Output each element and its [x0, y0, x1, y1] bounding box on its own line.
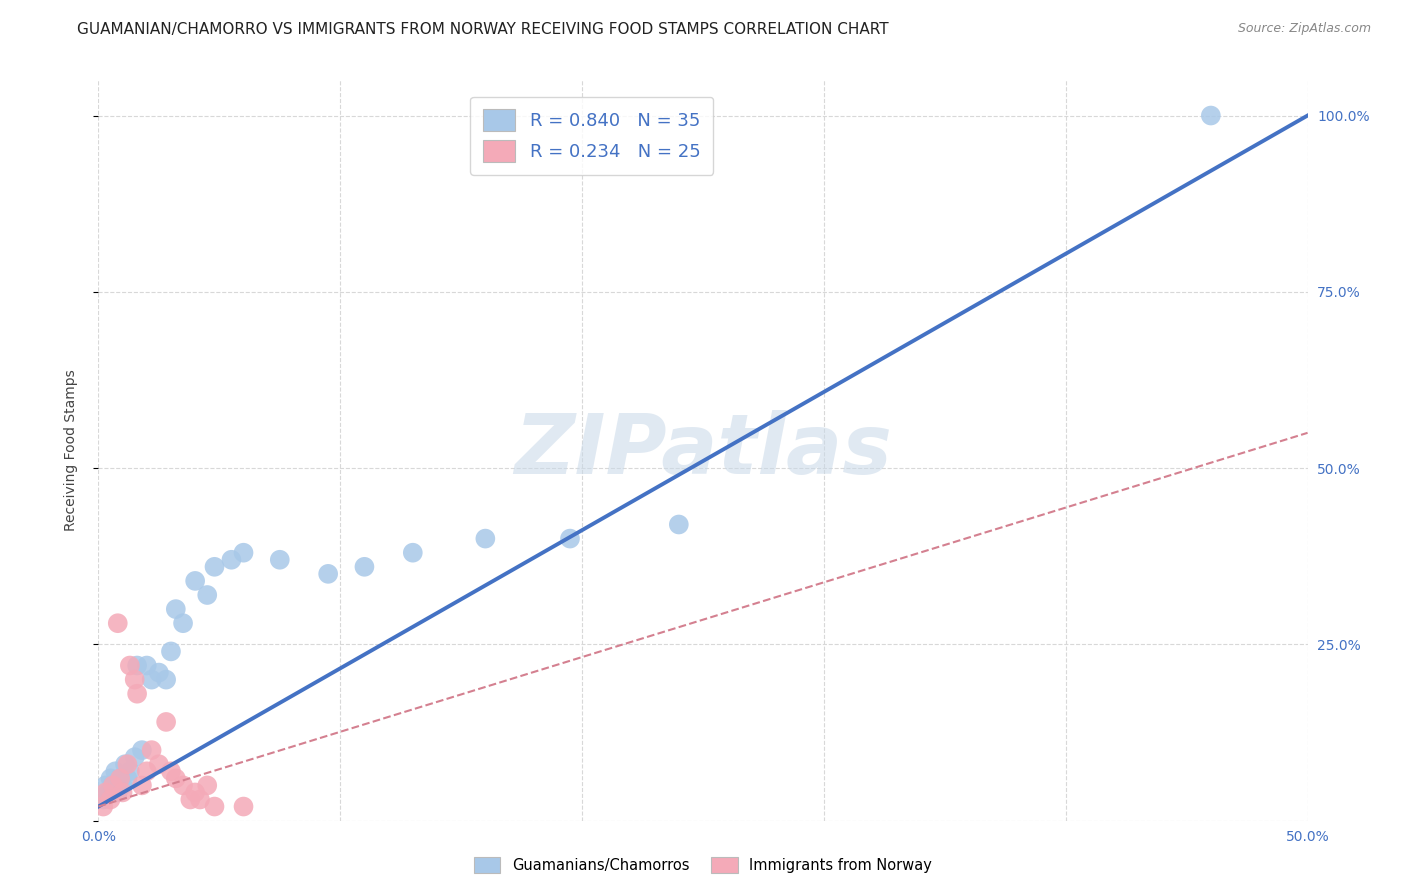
- Point: [108, 772, 131, 786]
- Point: [172, 616, 194, 631]
- Point: [91, 799, 114, 814]
- Point: [232, 546, 254, 560]
- Point: [135, 764, 157, 779]
- Y-axis label: Receiving Food Stamps: Receiving Food Stamps: [63, 369, 77, 532]
- Point: [204, 799, 226, 814]
- Point: [118, 658, 141, 673]
- Legend: R = 0.840   N = 35, R = 0.234   N = 25: R = 0.840 N = 35, R = 0.234 N = 25: [470, 96, 713, 175]
- Text: GUAMANIAN/CHAMORRO VS IMMIGRANTS FROM NORWAY RECEIVING FOOD STAMPS CORRELATION C: GUAMANIAN/CHAMORRO VS IMMIGRANTS FROM NO…: [77, 22, 889, 37]
- Point: [141, 743, 163, 757]
- Point: [195, 588, 218, 602]
- Point: [165, 772, 187, 786]
- Point: [100, 792, 122, 806]
- Point: [184, 785, 207, 799]
- Point: [160, 644, 183, 658]
- Legend: Guamanians/Chamorros, Immigrants from Norway: Guamanians/Chamorros, Immigrants from No…: [467, 850, 939, 880]
- Point: [172, 778, 194, 792]
- Point: [97, 785, 120, 799]
- Point: [131, 743, 153, 757]
- Point: [127, 658, 149, 673]
- Point: [353, 559, 375, 574]
- Point: [101, 778, 124, 792]
- Point: [402, 546, 425, 560]
- Point: [160, 764, 183, 779]
- Point: [155, 673, 177, 687]
- Point: [118, 764, 141, 779]
- Point: [558, 532, 581, 546]
- Point: [165, 602, 187, 616]
- Point: [107, 785, 129, 799]
- Text: Source: ZipAtlas.com: Source: ZipAtlas.com: [1237, 22, 1371, 36]
- Point: [135, 658, 157, 673]
- Point: [232, 799, 254, 814]
- Point: [184, 574, 207, 588]
- Point: [107, 616, 129, 631]
- Text: ZIPatlas: ZIPatlas: [515, 410, 891, 491]
- Point: [148, 665, 170, 680]
- Point: [117, 757, 139, 772]
- Point: [188, 792, 211, 806]
- Point: [195, 778, 218, 792]
- Point: [127, 687, 149, 701]
- Point: [111, 785, 134, 799]
- Point: [94, 785, 117, 799]
- Point: [179, 792, 201, 806]
- Point: [124, 673, 146, 687]
- Point: [100, 772, 122, 786]
- Point: [474, 532, 496, 546]
- Point: [148, 757, 170, 772]
- Point: [111, 778, 134, 792]
- Point: [316, 566, 339, 581]
- Point: [114, 757, 136, 772]
- Point: [124, 750, 146, 764]
- Point: [221, 553, 243, 567]
- Point: [101, 778, 124, 792]
- Point: [155, 714, 177, 729]
- Point: [131, 778, 153, 792]
- Point: [668, 517, 690, 532]
- Point: [269, 553, 291, 567]
- Point: [94, 778, 117, 792]
- Point: [91, 792, 114, 806]
- Point: [117, 772, 139, 786]
- Point: [104, 764, 127, 779]
- Point: [1199, 109, 1222, 123]
- Point: [204, 559, 226, 574]
- Point: [141, 673, 163, 687]
- Point: [108, 772, 131, 786]
